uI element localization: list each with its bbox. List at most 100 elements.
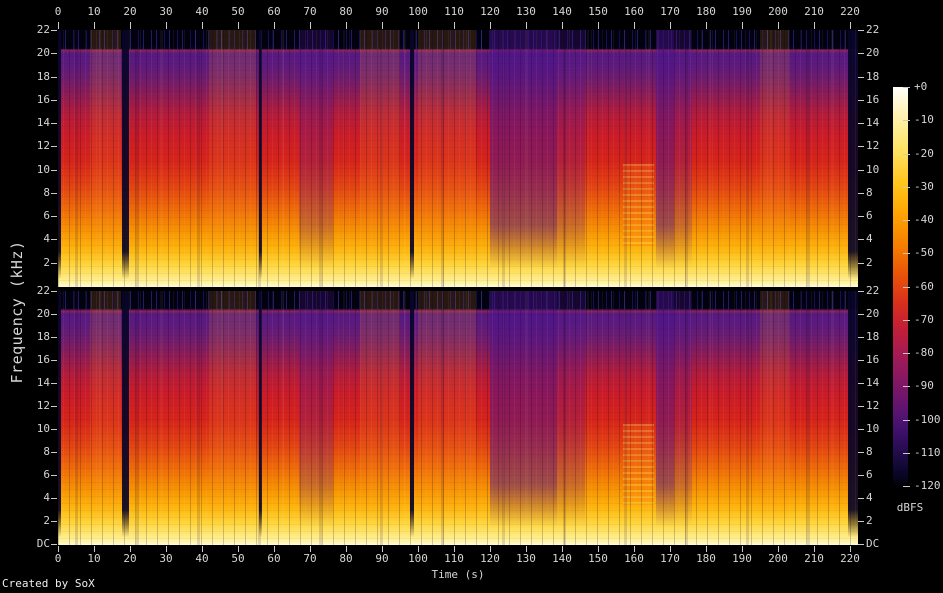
x-tick-mark xyxy=(418,546,419,552)
y-tick-mark xyxy=(51,429,57,430)
y-tick-label: 12 xyxy=(866,399,880,412)
x-tick-mark xyxy=(598,546,599,552)
y-tick-mark xyxy=(858,521,864,522)
x-tick-label: 110 xyxy=(444,552,464,565)
x-tick-mark xyxy=(418,22,419,29)
x-tick-mark xyxy=(238,22,239,29)
y-tick-label: 6 xyxy=(43,209,50,222)
time-sections-layer xyxy=(58,291,858,545)
y-tick-label: 8 xyxy=(43,186,50,199)
x-tick-mark xyxy=(94,22,95,29)
colorbar-tick-mark xyxy=(903,87,910,88)
spectrogram-time-section xyxy=(90,291,121,545)
colorbar-tick-label: -120 xyxy=(914,479,941,492)
y-tick-label: 20 xyxy=(36,307,50,320)
x-tick-mark xyxy=(238,546,239,552)
y-tick-mark xyxy=(858,544,864,545)
spectrogram-heatmap-channel-2 xyxy=(58,291,858,545)
spectrogram-time-section xyxy=(410,30,415,287)
x-tick-mark xyxy=(742,22,743,29)
x-tick-mark xyxy=(778,546,779,552)
y-tick-mark xyxy=(858,498,864,499)
spectrogram-time-section xyxy=(490,291,557,545)
x-tick-label: 10 xyxy=(87,5,101,18)
x-tick-label: 60 xyxy=(267,552,281,565)
y-tick-label: 16 xyxy=(36,93,50,106)
y-tick-label: 4 xyxy=(866,232,873,245)
y-tick-mark xyxy=(51,406,57,407)
x-tick-label: 170 xyxy=(660,552,680,565)
y-tick-label: 20 xyxy=(36,46,50,59)
y-tick-label: 10 xyxy=(866,422,880,435)
y-tick-label: DC xyxy=(866,537,880,550)
colorbar-tick-label: -110 xyxy=(914,446,941,459)
y-tick-label: 22 xyxy=(36,23,50,36)
x-tick-label: 10 xyxy=(87,552,101,565)
y-tick-mark xyxy=(51,216,57,217)
y-tick-mark xyxy=(858,146,864,147)
y-tick-mark xyxy=(51,263,57,264)
y-tick-mark xyxy=(51,498,57,499)
spectrogram-time-section xyxy=(556,291,586,545)
x-tick-label: 150 xyxy=(588,552,608,565)
y-tick-label: 10 xyxy=(36,163,50,176)
x-tick-label: 110 xyxy=(444,5,464,18)
y-axis-title: Frequency (kHz) xyxy=(8,240,26,384)
x-tick-mark xyxy=(166,546,167,552)
spectrogram-time-section xyxy=(623,164,654,247)
x-tick-mark xyxy=(634,22,635,29)
x-tick-mark xyxy=(562,546,563,552)
y-tick-mark xyxy=(858,337,864,338)
x-tick-mark xyxy=(634,546,635,552)
y-tick-mark xyxy=(858,123,864,124)
y-tick-mark xyxy=(51,53,57,54)
x-tick-mark xyxy=(598,22,599,29)
x-tick-label: 0 xyxy=(54,552,62,565)
x-tick-mark xyxy=(526,22,527,29)
x-tick-label: 30 xyxy=(159,552,173,565)
x-tick-label: 170 xyxy=(660,5,680,18)
spectrogram-time-section xyxy=(209,30,256,287)
spectrogram-time-section xyxy=(122,30,129,287)
x-tick-mark xyxy=(130,546,131,552)
y-tick-mark xyxy=(858,452,864,453)
y-tick-label: 10 xyxy=(36,422,50,435)
colorbar-unit-label: dBFS xyxy=(896,501,924,514)
x-tick-label: 140 xyxy=(552,5,572,18)
x-tick-mark xyxy=(454,22,455,29)
spectrogram-time-section xyxy=(58,30,61,287)
x-tick-label: 60 xyxy=(267,5,281,18)
x-tick-label: 70 xyxy=(303,5,317,18)
y-tick-label: 8 xyxy=(43,445,50,458)
spectrogram-time-section xyxy=(556,30,586,287)
y-tick-mark xyxy=(858,77,864,78)
y-tick-label: 22 xyxy=(36,284,50,297)
y-tick-mark xyxy=(51,30,57,31)
colorbar-tick-label: -10 xyxy=(914,113,934,126)
x-tick-label: 200 xyxy=(768,5,788,18)
x-tick-mark xyxy=(94,546,95,552)
colorbar-tick-mark xyxy=(903,154,910,155)
y-tick-label: 2 xyxy=(866,256,873,269)
y-tick-mark xyxy=(858,314,864,315)
spectrogram-time-section xyxy=(299,291,334,545)
y-tick-mark xyxy=(858,193,864,194)
spectrogram-time-section xyxy=(410,291,415,545)
y-tick-mark xyxy=(51,123,57,124)
spectrogram-panel-channel-1 xyxy=(58,30,858,287)
y-tick-label: 22 xyxy=(866,23,880,36)
x-tick-label: 90 xyxy=(375,552,389,565)
x-tick-mark xyxy=(670,22,671,29)
spectrogram-time-section xyxy=(360,30,400,287)
colorbar-tick-label: -30 xyxy=(914,180,934,193)
y-tick-label: 6 xyxy=(866,468,873,481)
y-tick-mark xyxy=(51,170,57,171)
y-tick-mark xyxy=(858,475,864,476)
x-tick-mark xyxy=(274,22,275,29)
y-tick-mark xyxy=(51,291,57,292)
y-tick-label: 4 xyxy=(43,232,50,245)
colorbar-tick-mark xyxy=(903,386,910,387)
x-axis-title: Time (s) xyxy=(431,568,485,581)
x-tick-label: 190 xyxy=(732,5,752,18)
colorbar-tick-label: -60 xyxy=(914,280,934,293)
